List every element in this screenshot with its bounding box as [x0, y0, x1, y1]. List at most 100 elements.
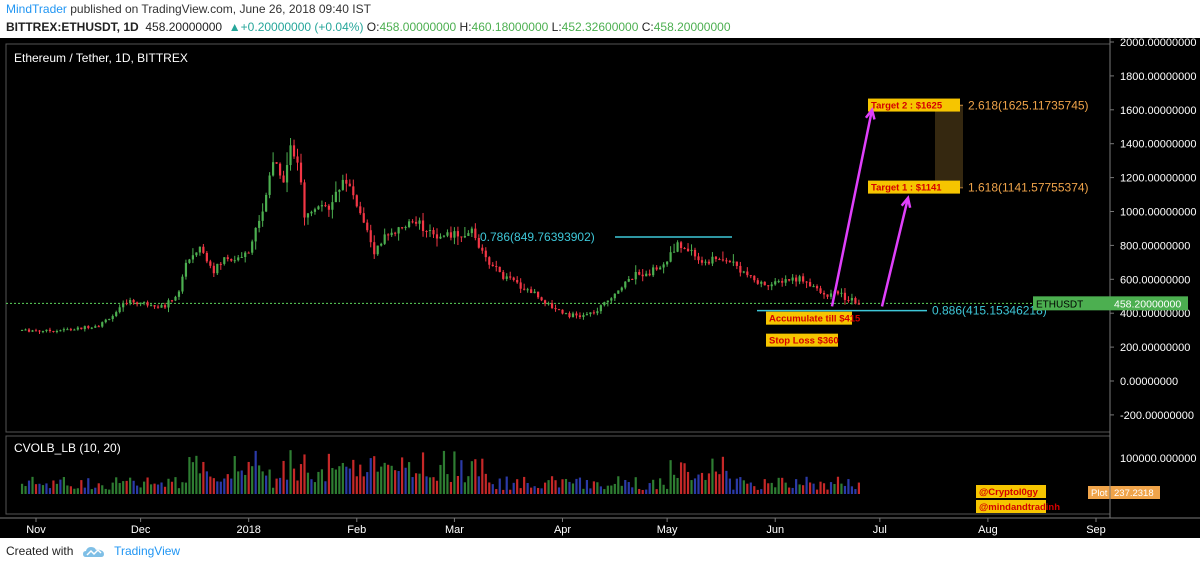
candle-body: [523, 288, 526, 290]
volume-bar: [561, 479, 564, 494]
volume-bar: [289, 450, 292, 494]
candle-body: [34, 330, 38, 332]
volume-bar: [317, 471, 320, 494]
candle-body: [55, 331, 59, 333]
candle-body: [209, 261, 212, 266]
candle-body: [195, 252, 198, 256]
change-value: +0.20000000 (+0.04%): [240, 20, 364, 34]
volume-bar: [474, 459, 477, 494]
candle-body: [20, 329, 24, 331]
volume-bar: [258, 465, 261, 494]
volume-bar: [324, 481, 327, 494]
volume-bar: [272, 487, 275, 494]
candle-body: [411, 221, 414, 223]
candle-body: [136, 302, 139, 305]
volume-bar: [746, 483, 749, 494]
candle-body: [118, 307, 121, 313]
candle-body: [781, 281, 784, 283]
volume-bar: [251, 466, 254, 494]
volume-bar: [352, 459, 355, 494]
candle-body: [226, 257, 229, 259]
candle-body: [327, 205, 330, 210]
candle-body: [425, 231, 428, 233]
candle-body: [568, 313, 571, 318]
volume-bar: [83, 487, 86, 494]
volume-bar: [156, 484, 160, 494]
open-label: O:: [366, 20, 380, 34]
volume-bar: [453, 451, 456, 494]
symbol-label: BITTREX:ETHUSDT, 1D: [6, 20, 139, 34]
candle-body: [753, 275, 756, 281]
volume-bar: [690, 480, 693, 494]
volume-bar: [306, 472, 310, 494]
volume-bar: [355, 476, 358, 494]
candle-body: [707, 261, 711, 264]
candle-body: [188, 259, 191, 263]
candle-body: [798, 276, 801, 282]
volume-bar: [348, 468, 351, 494]
fib-level-label: 0.786(849.76393902): [480, 230, 595, 244]
volume-bar: [763, 479, 766, 494]
volume-bar: [777, 477, 780, 494]
annotation-label: Target 1 : $1141: [871, 183, 942, 194]
candle-body: [456, 231, 460, 237]
volume-bar: [781, 477, 784, 494]
fib-level-label: 1.618(1141.57755374): [968, 181, 1089, 195]
volume-bar: [174, 477, 177, 494]
volume-bar: [711, 458, 714, 494]
volume-bar: [205, 471, 208, 494]
author-link[interactable]: MindTrader: [6, 2, 67, 16]
candle-body: [763, 281, 766, 286]
volume-bar: [516, 479, 519, 494]
volume-bar: [749, 482, 752, 494]
volume-bar: [76, 488, 79, 494]
volume-bar: [599, 486, 602, 494]
candle-body: [638, 271, 641, 275]
candle-body: [278, 163, 282, 176]
candle-body: [784, 279, 787, 283]
candle-body: [73, 329, 76, 331]
y-tick-label: 600.00000000: [1120, 274, 1190, 286]
annotation-label: Stop Loss $360: [769, 336, 839, 347]
candle-body: [331, 202, 334, 210]
candle-body: [774, 281, 777, 285]
volume-bar: [822, 483, 826, 494]
candle-body: [390, 232, 393, 236]
volume-bar: [679, 462, 683, 494]
volume-bar: [108, 489, 111, 494]
watermark-label: @mindandtradinh: [979, 502, 1060, 513]
chart-area[interactable]: Ethereum / Tether, 1D, BITTREX 0.786(849.…: [0, 38, 1200, 538]
candle-body: [610, 298, 613, 301]
candle-body: [575, 313, 578, 316]
volume-indicator-title: CVOLB_LB (10, 20): [14, 441, 121, 455]
candle-body: [306, 213, 310, 218]
candle-body: [282, 175, 285, 183]
volume-bar: [146, 477, 149, 494]
candle-body: [561, 309, 564, 314]
candle-body: [387, 234, 390, 236]
candle-body: [742, 271, 745, 273]
volume-bar: [798, 484, 801, 494]
volume-bar: [854, 489, 857, 494]
candle-body: [394, 232, 397, 234]
candle-body: [449, 232, 453, 238]
volume-bar: [812, 483, 815, 494]
volume-bar: [285, 479, 289, 494]
chart-title: Ethereum / Tether, 1D, BITTREX: [14, 51, 188, 65]
volume-bar: [34, 484, 38, 494]
volume-bar: [512, 482, 515, 494]
volume-bar: [163, 486, 167, 494]
candle-body: [795, 277, 798, 282]
volume-bar: [732, 489, 735, 494]
x-tick-label: Apr: [554, 524, 571, 536]
candle-body: [404, 227, 407, 229]
candle-body: [97, 326, 100, 328]
candle-body: [167, 300, 170, 308]
candle-body: [244, 252, 247, 257]
candle-body: [80, 327, 83, 330]
candle-body: [791, 277, 794, 281]
volume-bar: [338, 466, 341, 494]
volume-bar: [543, 482, 547, 494]
candle-body: [376, 245, 379, 255]
tradingview-link[interactable]: TradingView: [114, 544, 181, 558]
